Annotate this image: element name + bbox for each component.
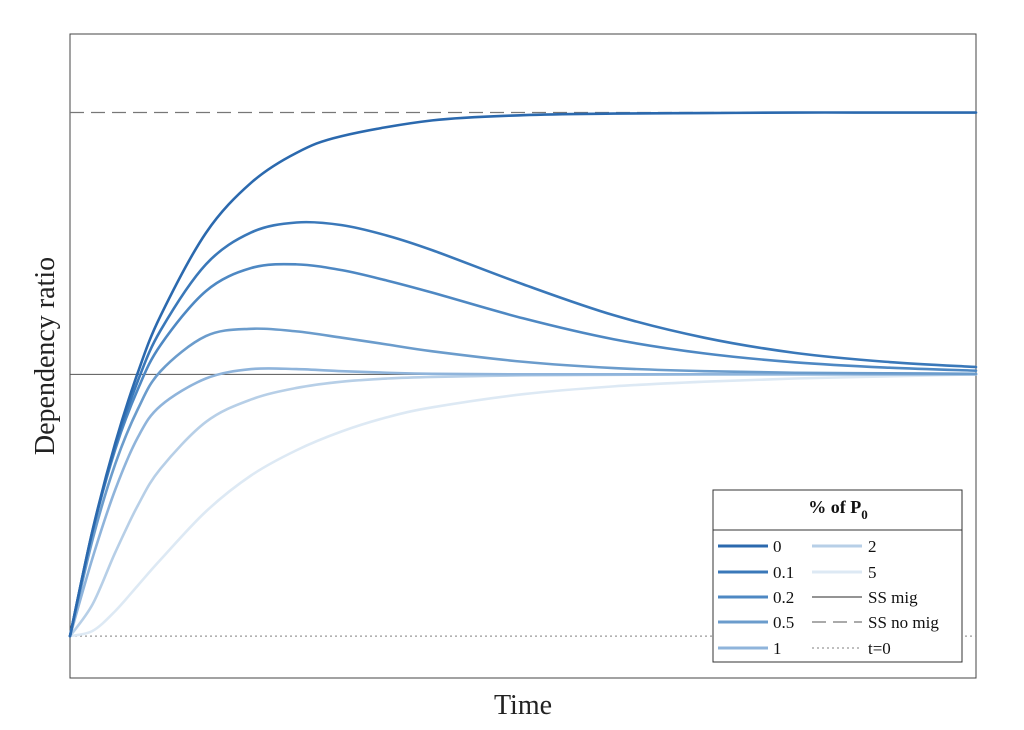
legend-entries: 0 0.1 0.2 0.5 1 2 5 SS mig SS no mig t=0 [718,537,939,658]
series-line-5 [68,373,978,638]
legend-title-main: % of P [808,497,861,517]
series-line-0 [68,111,978,638]
legend-title: % of P0 [808,497,868,522]
legend-label-t-0: t=0 [868,639,891,658]
legend-label-ss-mig: SS mig [868,588,918,607]
legend-label-ss-no-mig: SS no mig [868,613,939,632]
y-axis-label: Dependency ratio [30,257,61,455]
legend-label-0-2: 0.2 [773,588,794,607]
series-line-0-1 [68,220,978,638]
legend-label-2: 2 [868,537,877,556]
legend-label-1: 1 [773,639,782,658]
legend-label-0: 0 [773,537,782,556]
series-lines [68,111,978,638]
legend-label-0-1: 0.1 [773,563,794,582]
legend-title-subscript: 0 [861,507,868,522]
legend-label-0-5: 0.5 [773,613,794,632]
series-line-0-5 [68,327,978,638]
legend-box [712,489,963,663]
series-line-1 [68,367,978,638]
series-line-0-2 [68,262,978,638]
x-axis-label: Time [494,690,552,721]
legend-label-5: 5 [868,563,877,582]
